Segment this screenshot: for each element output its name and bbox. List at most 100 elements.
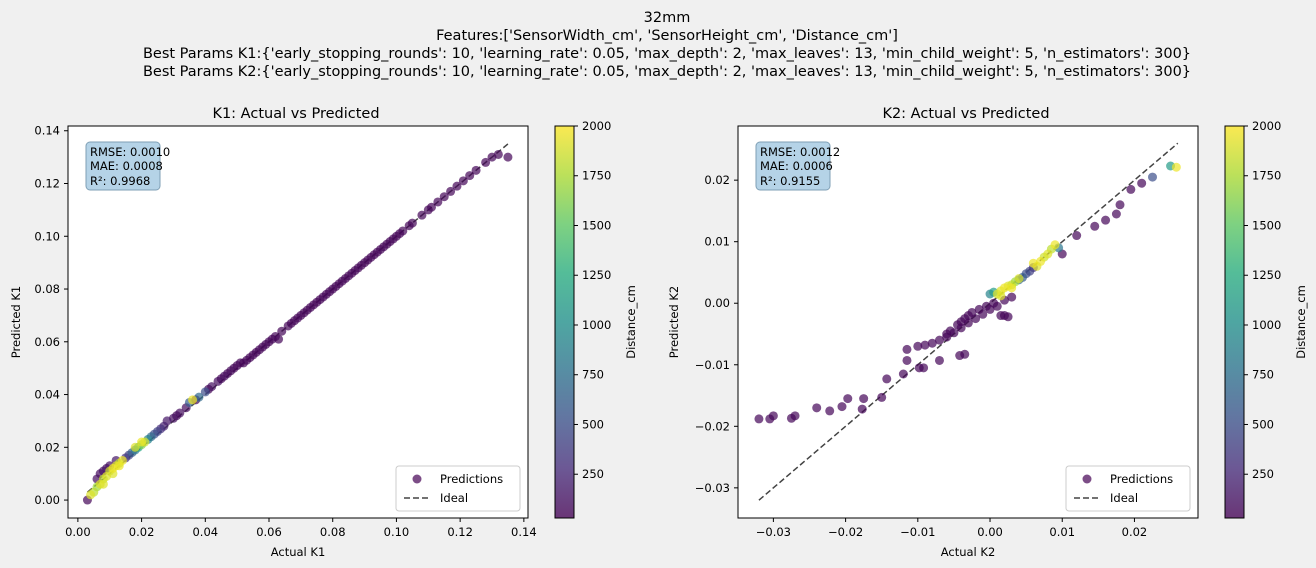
k2-data-point: [882, 374, 892, 384]
k2-colorbar-label: Distance_cm: [1294, 285, 1308, 359]
k2-legend-predictions: Predictions: [1110, 472, 1173, 486]
k2-legend-ideal: Ideal: [1110, 491, 1138, 505]
k1-cbtick-label: 2000: [582, 119, 611, 133]
k1-data-point: [433, 197, 443, 207]
k2-ytick-label: −0.03: [695, 481, 730, 495]
k2-data-point: [1014, 274, 1024, 284]
k2-title: K2: Actual vs Predicted: [882, 106, 1049, 122]
k1-data-point: [363, 255, 373, 265]
k1-data-point: [439, 192, 449, 202]
k1-data-point: [465, 171, 475, 181]
k2-data-point: [934, 335, 944, 345]
k2-data-point: [1007, 292, 1017, 302]
k1-data-point: [471, 165, 481, 175]
k2-data-point: [1171, 162, 1181, 172]
k1-data-point: [98, 479, 108, 489]
k1-data-point: [487, 152, 497, 162]
k1-data-point: [213, 376, 223, 386]
k2-cbtick-label: 750: [1252, 368, 1274, 382]
k1-ylabel: Predicted K1: [9, 286, 23, 359]
k1-ytick-label: 0.06: [34, 335, 60, 349]
k1-stats-box: RMSE: 0.0010 MAE: 0.0008 R²: 0.9968: [85, 141, 170, 191]
k1-xtick-label: 0.04: [192, 525, 218, 539]
k2-data-point: [963, 311, 973, 321]
k2-data-point: [919, 363, 929, 373]
k1-data-point: [369, 250, 379, 260]
k2-data-point: [1148, 172, 1158, 182]
k2-data-point: [1003, 312, 1013, 322]
suptitle-line-2: Features:['SensorWidth_cm', 'SensorHeigh…: [436, 28, 898, 44]
k1-data-point: [404, 221, 414, 231]
k1-title: K1: Actual vs Predicted: [212, 106, 379, 122]
k1-data-point: [350, 266, 360, 276]
k2-data-point: [790, 411, 800, 421]
k2-xlabel: Actual K2: [941, 545, 996, 559]
k1-ytick-label: 0.12: [34, 177, 60, 191]
k1-data-point: [175, 408, 185, 418]
k2-data-point: [1101, 215, 1111, 225]
k1-data-point: [114, 461, 124, 471]
k1-data-point: [356, 260, 366, 270]
k1-data-point: [344, 271, 354, 281]
k1-legend: Predictions Ideal: [395, 465, 521, 512]
k1-cbtick-label: 1000: [582, 318, 611, 332]
k1-xtick-label: 0.08: [320, 525, 346, 539]
k2-data-point: [1043, 249, 1053, 259]
k1-xtick-label: 0.14: [511, 525, 537, 539]
k2-data-point: [859, 394, 869, 404]
k2-rmse: RMSE: 0.0012: [760, 145, 840, 159]
k1-ytick-label: 0.04: [34, 388, 60, 402]
k1-data-point: [481, 157, 491, 167]
k1-data-point: [452, 181, 462, 191]
k1-colorbar-ticks: 250 500 750 1000 1250 1500 1750 2000: [574, 119, 611, 481]
k2-ticks: −0.03 −0.02 −0.01 0.00 0.01 0.02 −0.03 −0.02 −0.…: [695, 173, 1148, 539]
k1-data-point: [274, 334, 284, 344]
k1-data-point: [331, 281, 341, 291]
k1-xlabel: Actual K1: [271, 545, 326, 559]
k1-cbtick-label: 250: [582, 467, 604, 481]
k1-ytick-label: 0.00: [34, 493, 60, 507]
k2-xtick-label: 0.01: [1049, 525, 1075, 539]
k1-data-point: [417, 210, 427, 220]
k1-data-point: [219, 371, 229, 381]
k2-data-point: [956, 317, 966, 327]
k2-colorbar: 250 500 750 1000 1250 1500 1750 2000 Distance_c…: [1224, 119, 1308, 519]
k2-points: [754, 161, 1181, 424]
k2-data-point: [902, 355, 912, 365]
k1-data-point: [293, 313, 303, 323]
k1-data-point: [277, 326, 287, 336]
k2-data-point: [825, 406, 835, 416]
k1-data-point: [382, 239, 392, 249]
k1-xtick-label: 0.10: [384, 525, 410, 539]
k2-cbtick-label: 1500: [1252, 218, 1281, 232]
k2-ytick-label: −0.02: [695, 419, 730, 433]
k2-colorbar-ticks: 250 500 750 1000 1250 1500 1750 2000: [1244, 119, 1281, 481]
k1-data-point: [130, 442, 140, 452]
k2-ylabel: Predicted K2: [667, 286, 681, 359]
k1-cbtick-label: 1750: [582, 169, 611, 183]
k1-points: [82, 149, 513, 505]
k1-data-point: [325, 287, 335, 297]
k1-data-point: [188, 395, 198, 405]
k2-data-point: [945, 326, 955, 336]
k1-cbtick-label: 750: [582, 368, 604, 382]
k1-cbtick-label: 500: [582, 417, 604, 431]
k2-data-point: [1072, 231, 1082, 241]
k2-xtick-label: −0.01: [900, 525, 935, 539]
k2-stats-box: RMSE: 0.0012 MAE: 0.0006 R²: 0.9155: [755, 141, 840, 191]
k2-cbtick-label: 1750: [1252, 169, 1281, 183]
k1-data-point: [423, 205, 433, 215]
k2-ytick-label: 0.00: [704, 296, 730, 310]
k2-data-point: [843, 394, 853, 404]
k2-data-point: [1090, 221, 1100, 231]
k1-data-point: [299, 308, 309, 318]
k2-xtick-label: 0.02: [1122, 525, 1148, 539]
k1-data-point: [286, 318, 296, 328]
k1-ytick-label: 0.14: [34, 124, 60, 138]
k1-xtick-label: 0.06: [256, 525, 282, 539]
suptitle-line-4: Best Params K2:{'early_stopping_rounds':…: [143, 64, 1191, 80]
k2-data-point: [1007, 283, 1017, 293]
k2-xtick-label: 0.00: [977, 525, 1003, 539]
k1-rmse: RMSE: 0.0010: [90, 145, 170, 159]
k2-panel: K2: Actual vs Predicted −0.03 −0.02 −0.01 0…: [667, 106, 1308, 559]
